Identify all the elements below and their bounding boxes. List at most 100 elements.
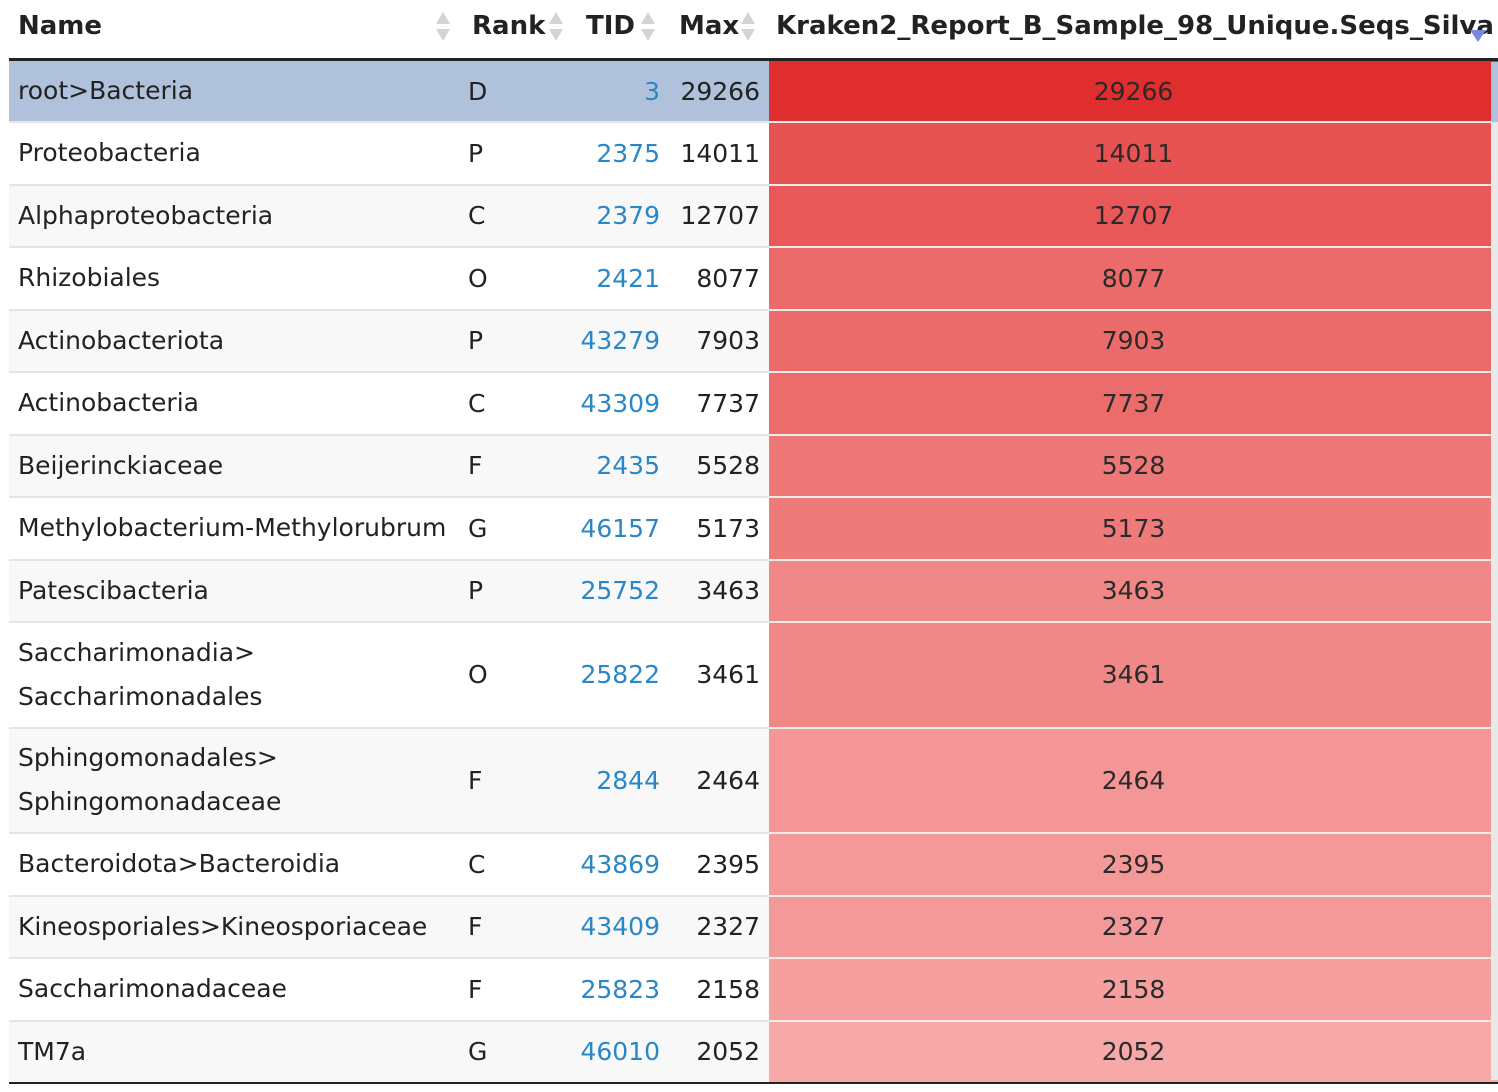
table-row[interactable]: Bacteroidota>Bacteroidia C 43869 2395 2395 [9,833,1498,897]
column-header-max[interactable]: Max [669,0,769,61]
sample-count-cell: 5528 [769,434,1498,498]
sort-icon[interactable] [641,12,655,44]
max-cell: 12707 [669,184,769,248]
rank-cell: G [465,1020,568,1084]
column-header-rank[interactable]: Rank [465,0,568,61]
sample-count-cell: 29266 [769,59,1498,123]
table-row[interactable]: TM7a G 46010 2052 2052 [9,1020,1498,1084]
table-row[interactable]: Proteobacteria P 2375 14011 14011 [9,122,1498,186]
table-row[interactable]: Saccharimonadaceae F 25823 2158 2158 [9,958,1498,1022]
max-cell: 2158 [669,958,769,1022]
column-header-sample-label: Kraken2_Report_B_Sample_98_Unique.Seqs_S… [776,11,1494,41]
max-cell: 2327 [669,895,769,959]
max-cell: 3463 [669,559,769,623]
name-cell: Patescibacteria [9,559,465,623]
table-header-row: Name Rank TID Max Kraken2_Report_B_Sampl… [9,0,1498,61]
taxonomy-table-container: Name Rank TID Max Kraken2_Report_B_Sampl… [9,0,1498,1084]
max-cell: 3461 [669,622,769,729]
max-cell: 7737 [669,372,769,436]
max-cell: 8077 [669,247,769,311]
tid-link[interactable]: 25823 [568,958,669,1022]
name-cell: Kineosporiales>Kineosporiaceae [9,895,465,959]
sample-count-cell: 14011 [769,122,1498,186]
name-cell: Alphaproteobacteria [9,184,465,248]
name-cell: TM7a [9,1020,465,1084]
vertical-scrollbar[interactable] [1491,62,1498,1080]
column-header-rank-label: Rank [472,11,546,41]
sample-count-cell: 3463 [769,559,1498,623]
rank-cell: P [465,559,568,623]
tid-link[interactable]: 2375 [568,122,669,186]
tid-link[interactable]: 2379 [568,184,669,248]
max-cell: 2464 [669,727,769,834]
tid-link[interactable]: 3 [568,59,669,123]
scrollbar-thumb[interactable] [1491,62,1498,122]
sample-count-cell: 5173 [769,497,1498,561]
sort-icon[interactable] [741,12,755,44]
tid-link[interactable]: 2421 [568,247,669,311]
name-cell: Beijerinckiaceae [9,434,465,498]
rank-cell: F [465,958,568,1022]
table-row[interactable]: Saccharimonadia> Saccharimonadales O 25822… [9,622,1498,729]
rank-cell: P [465,309,568,373]
table-row[interactable]: Sphingomonadales> Sphingomonadaceae F 2844… [9,727,1498,834]
column-header-tid[interactable]: TID [568,0,669,61]
table-row[interactable]: Kineosporiales>Kineosporiaceae F 43409 2327… [9,895,1498,959]
table-row[interactable]: root>Bacteria D 3 29266 29266 [9,59,1498,123]
rank-cell: P [465,122,568,186]
tid-link[interactable]: 43309 [568,372,669,436]
rank-cell: C [465,184,568,248]
name-cell: Proteobacteria [9,122,465,186]
sample-count-cell: 3461 [769,622,1498,729]
sample-count-cell: 2158 [769,958,1498,1022]
name-cell: Actinobacteriota [9,309,465,373]
rank-cell: D [465,59,568,123]
tid-link[interactable]: 25752 [568,559,669,623]
column-header-name[interactable]: Name [9,0,465,61]
tid-link[interactable]: 25822 [568,622,669,729]
max-cell: 2395 [669,833,769,897]
tid-link[interactable]: 43869 [568,833,669,897]
sort-icon[interactable] [549,12,563,44]
name-cell: Saccharimonadia> Saccharimonadales [9,622,465,729]
table-row[interactable]: Rhizobiales O 2421 8077 8077 [9,247,1498,311]
sample-count-cell: 7903 [769,309,1498,373]
taxonomy-table: Name Rank TID Max Kraken2_Report_B_Sampl… [9,0,1498,1084]
rank-cell: F [465,895,568,959]
sample-count-cell: 2395 [769,833,1498,897]
tid-link[interactable]: 43279 [568,309,669,373]
tid-link[interactable]: 46157 [568,497,669,561]
max-cell: 5528 [669,434,769,498]
tid-link[interactable]: 43409 [568,895,669,959]
max-cell: 5173 [669,497,769,561]
sort-descending-icon[interactable] [1470,30,1486,42]
table-body: root>Bacteria D 3 29266 29266 Proteobacteria P… [9,59,1498,1084]
table-row[interactable]: Alphaproteobacteria C 2379 12707 12707 [9,184,1498,248]
max-cell: 2052 [669,1020,769,1084]
column-header-sample[interactable]: Kraken2_Report_B_Sample_98_Unique.Seqs_S… [769,0,1498,61]
table-row[interactable]: Actinobacteriota P 43279 7903 7903 [9,309,1498,373]
rank-cell: C [465,833,568,897]
tid-link[interactable]: 46010 [568,1020,669,1084]
name-cell: Sphingomonadales> Sphingomonadaceae [9,727,465,834]
rank-cell: F [465,434,568,498]
sort-icon[interactable] [436,12,450,44]
name-cell: Bacteroidota>Bacteroidia [9,833,465,897]
tid-link[interactable]: 2844 [568,727,669,834]
table-row[interactable]: Patescibacteria P 25752 3463 3463 [9,559,1498,623]
name-cell: root>Bacteria [9,59,465,123]
column-header-name-label: Name [18,11,103,41]
max-cell: 7903 [669,309,769,373]
column-header-max-label: Max [679,11,740,41]
column-header-tid-label: TID [586,11,635,41]
sample-count-cell: 2052 [769,1020,1498,1084]
table-row[interactable]: Methylobacterium-Methylorubrum G 46157 5173… [9,497,1498,561]
table-row[interactable]: Beijerinckiaceae F 2435 5528 5528 [9,434,1498,498]
tid-link[interactable]: 2435 [568,434,669,498]
sample-count-cell: 2464 [769,727,1498,834]
sample-count-cell: 2327 [769,895,1498,959]
max-cell: 14011 [669,122,769,186]
table-row[interactable]: Actinobacteria C 43309 7737 7737 [9,372,1498,436]
name-cell: Saccharimonadaceae [9,958,465,1022]
table-bottom-rule [9,1082,1498,1084]
